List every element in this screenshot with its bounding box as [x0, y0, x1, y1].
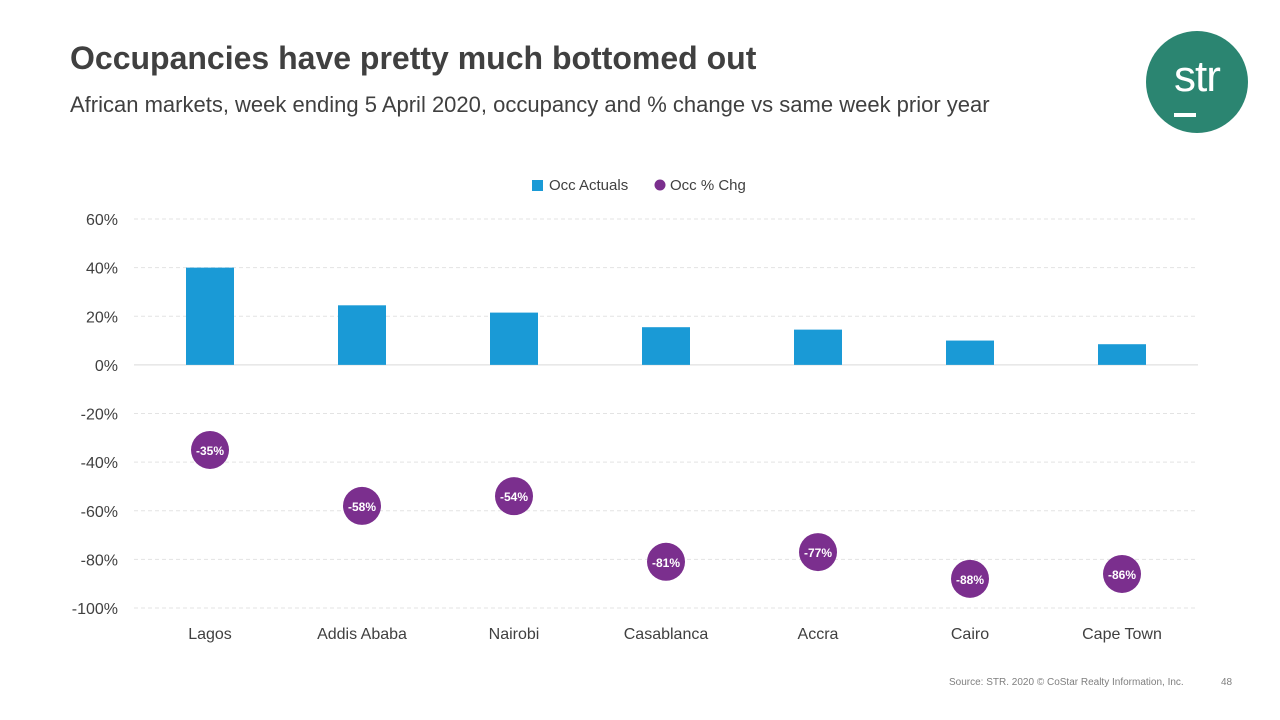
y-tick-label: -80%	[81, 552, 118, 569]
x-tick-label: Lagos	[188, 626, 232, 643]
marker-occ-change	[191, 430, 229, 469]
legend-swatch-occ-actuals	[532, 180, 543, 191]
bar-occ-actuals	[794, 329, 842, 365]
y-tick-label: -100%	[72, 601, 118, 618]
legend-swatch-occ-change	[654, 179, 666, 191]
str-logo: str	[1146, 31, 1248, 133]
bar-occ-actuals	[338, 305, 386, 365]
x-tick-label: Accra	[798, 626, 839, 643]
bar-occ-actuals	[490, 312, 538, 365]
logo-text: str	[1174, 52, 1221, 101]
y-tick-label: 20%	[86, 309, 118, 326]
marker-data-label: -35%	[196, 444, 224, 458]
x-tick-label: Casablanca	[624, 626, 709, 643]
marker-occ-change	[647, 542, 685, 581]
slide-subtitle: African markets, week ending 5 April 202…	[70, 92, 990, 117]
y-tick-label: -40%	[81, 455, 118, 472]
slide-title: Occupancies have pretty much bottomed ou…	[70, 40, 757, 76]
marker-data-label: -54%	[500, 490, 528, 504]
bar-occ-actuals	[186, 267, 234, 365]
marker-data-label: -77%	[804, 546, 832, 560]
bar-occ-actuals	[1098, 344, 1146, 365]
marker-data-label: -86%	[1108, 568, 1136, 582]
marker-data-label: -58%	[348, 500, 376, 514]
y-tick-label: 60%	[86, 212, 118, 229]
y-tick-label: -60%	[81, 504, 118, 521]
marker-occ-change	[343, 486, 381, 525]
y-tick-label: 0%	[95, 358, 118, 375]
y-tick-label: -20%	[81, 407, 118, 424]
marker-occ-change	[951, 559, 989, 598]
x-tick-label: Cape Town	[1082, 626, 1162, 643]
legend-label-occ-actuals: Occ Actuals	[549, 177, 628, 194]
legend-label-occ-change: Occ % Chg	[670, 177, 746, 194]
marker-occ-change	[495, 477, 533, 516]
x-tick-label: Cairo	[951, 626, 989, 643]
y-tick-label: 40%	[86, 261, 118, 278]
marker-occ-change	[1103, 554, 1141, 593]
page-number: 48	[1221, 677, 1233, 688]
x-tick-label: Addis Ababa	[317, 626, 407, 643]
x-tick-label: Nairobi	[489, 626, 540, 643]
bar-occ-actuals	[946, 340, 994, 365]
marker-data-label: -81%	[652, 556, 680, 570]
logo-underline	[1174, 113, 1196, 117]
marker-occ-change	[799, 533, 837, 572]
bar-occ-actuals	[642, 327, 690, 365]
source-note: Source: STR. 2020 © CoStar Realty Inform…	[949, 677, 1184, 688]
marker-data-label: -88%	[956, 573, 984, 587]
